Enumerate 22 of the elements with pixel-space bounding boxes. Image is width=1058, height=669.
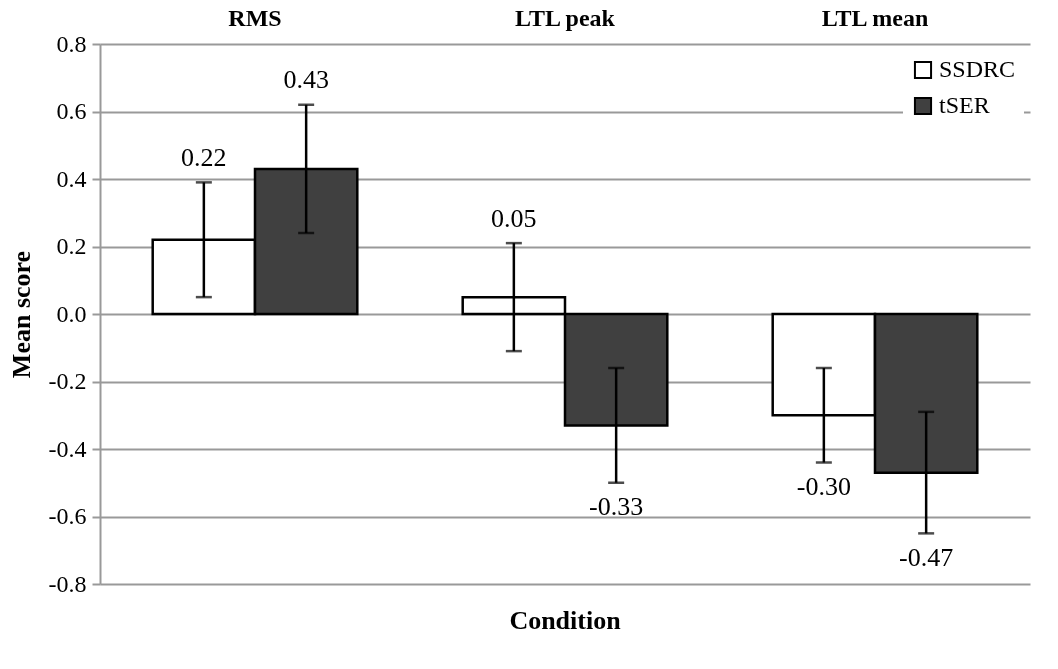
- y-tick-label: 0.4: [56, 165, 87, 192]
- x-tick-label: RMS: [228, 4, 282, 31]
- y-tick-label: 0.6: [56, 98, 87, 124]
- y-tick-label: 0.8: [56, 30, 87, 57]
- data-label: 0.22: [181, 143, 227, 173]
- y-tick-label: -0.4: [48, 435, 87, 462]
- y-tick-label: 0.2: [56, 233, 87, 259]
- y-tick-label: -0.8: [48, 570, 87, 597]
- data-label: 0.05: [491, 203, 537, 233]
- data-label: 0.43: [283, 65, 329, 95]
- y-tick-label: 0.0: [56, 300, 87, 327]
- legend-label: tSER: [939, 92, 990, 118]
- x-tick-label: LTL mean: [821, 4, 929, 31]
- x-axis-title: Condition: [509, 606, 622, 635]
- data-label: -0.30: [796, 471, 851, 501]
- data-label: -0.33: [589, 492, 644, 522]
- legend-label: SSDRC: [939, 56, 1016, 82]
- y-axis-title: Mean score: [6, 250, 36, 379]
- data-label: -0.47: [899, 542, 954, 572]
- y-tick-label: -0.2: [48, 368, 87, 394]
- x-tick-label: LTL peak: [515, 4, 616, 31]
- y-tick-label: -0.6: [48, 503, 87, 529]
